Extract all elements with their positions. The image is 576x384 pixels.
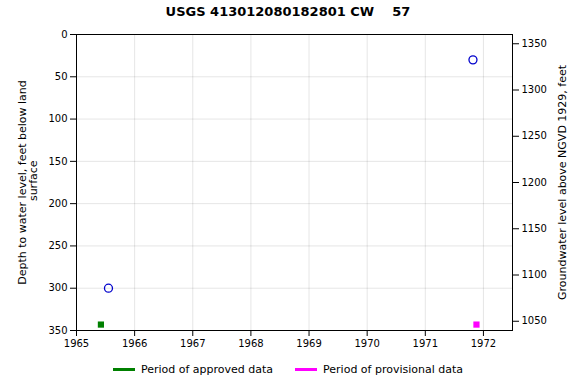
svg-text:1150: 1150 [522,223,547,234]
svg-text:1968: 1968 [238,338,263,349]
svg-text:1972: 1972 [471,338,496,349]
svg-text:1350: 1350 [522,38,547,49]
svg-text:0: 0 [61,29,67,40]
svg-text:1969: 1969 [296,338,321,349]
svg-text:Groundwater level above NGVD 1: Groundwater level above NGVD 1929, feet [556,64,569,300]
svg-text:1100: 1100 [522,269,547,280]
svg-text:50: 50 [55,71,68,82]
svg-text:100: 100 [48,113,67,124]
svg-text:Depth to water level, feet bel: Depth to water level, feet below land su… [16,80,40,285]
svg-text:1200: 1200 [522,177,547,188]
svg-text:1971: 1971 [413,338,438,349]
svg-text:1300: 1300 [522,84,547,95]
html-text:USGS 413012080182801 CW 57: USGS 413012080182801 CW 57 [165,4,411,19]
svg-text:1250: 1250 [522,130,547,141]
html-text:Period of approved data: Period of approved data [140,362,274,376]
svg-text:1966: 1966 [122,338,147,349]
svg-text:300: 300 [48,282,67,293]
svg-text:1050: 1050 [522,315,547,326]
svg-text:200: 200 [48,198,67,209]
svg-text:1965: 1965 [64,338,89,349]
svg-text:150: 150 [48,156,67,167]
html-text:Period of provisional data: Period of provisional data [323,362,464,376]
svg-text:250: 250 [48,240,67,251]
svg-text:1967: 1967 [180,338,205,349]
svg-text:350: 350 [48,325,67,336]
svg-text:1970: 1970 [354,338,379,349]
